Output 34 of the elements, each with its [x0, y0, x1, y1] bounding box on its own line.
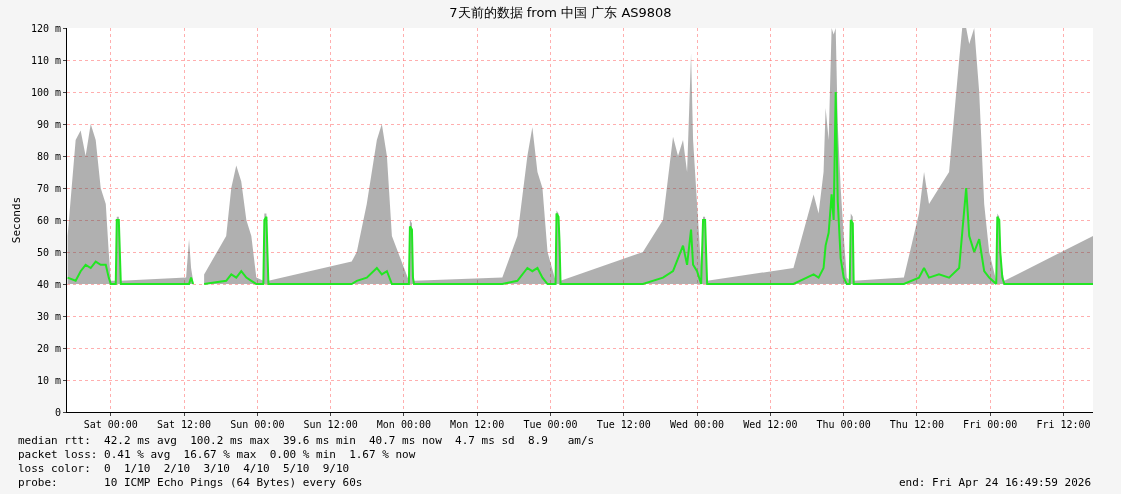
- x-tick-label: Mon 12:00: [450, 419, 505, 430]
- x-tick-label: Sun 12:00: [303, 419, 358, 430]
- y-tick-label: 70 m: [36, 182, 61, 194]
- x-tick-label: Thu 00:00: [816, 419, 871, 430]
- x-tick-label: Tue 12:00: [596, 419, 651, 430]
- x-tick-label: Wed 12:00: [743, 419, 798, 430]
- x-tick-label: Wed 00:00: [669, 419, 725, 430]
- x-tick-label: Thu 12:00: [889, 419, 944, 430]
- chart-title: 7天前的数据 from 中国 广东 AS9808: [449, 4, 672, 20]
- y-tick-label: 80 m: [36, 150, 61, 162]
- x-tick-label: Mon 00:00: [376, 419, 431, 430]
- text: packet loss: 0.41 % avg 16.67 % max 0.00 % min 1.67 % now: [18, 448, 416, 461]
- x-tick-label: Sat 12:00: [156, 419, 212, 430]
- text: median rtt: 42.2 ms avg 100.2 ms max 39.6 ms min 40.7 ms now 4.7 ms sd 8.9 am/s: [18, 434, 595, 447]
- y-tick-label: 100 m: [30, 86, 61, 98]
- x-tick-label: Sun 00:00: [230, 419, 285, 430]
- y-tick-label: 40 m: [36, 278, 61, 290]
- y-tick-label: 20 m: [36, 342, 61, 354]
- text: end: Fri Apr 24 16:49:59 2026: [899, 476, 1092, 489]
- y-tick-label: 50 m: [36, 246, 61, 258]
- x-tick-label: Sat 00:00: [83, 419, 138, 430]
- x-tick-label: Fri 00:00: [963, 419, 1018, 430]
- y-tick-label: 0: [54, 406, 61, 418]
- y-tick-label: 90 m: [36, 118, 61, 130]
- y-tick-label: 110 m: [30, 54, 61, 66]
- y-axis-title: Seconds: [9, 196, 23, 244]
- text: probe: 10 ICMP Echo Pings (64 Bytes) every 60s: [18, 476, 363, 489]
- y-tick-label: 10 m: [36, 374, 61, 386]
- y-tick-label: 30 m: [36, 310, 61, 322]
- y-tick-label: 120 m: [30, 22, 61, 34]
- x-tick-label: Tue 00:00: [523, 419, 578, 430]
- x-tick-label: Fri 12:00: [1036, 419, 1091, 430]
- text: loss color: 0 1/10 2/10 3/10 4/10 5/10 9/10: [18, 462, 350, 475]
- y-tick-label: 60 m: [36, 214, 61, 226]
